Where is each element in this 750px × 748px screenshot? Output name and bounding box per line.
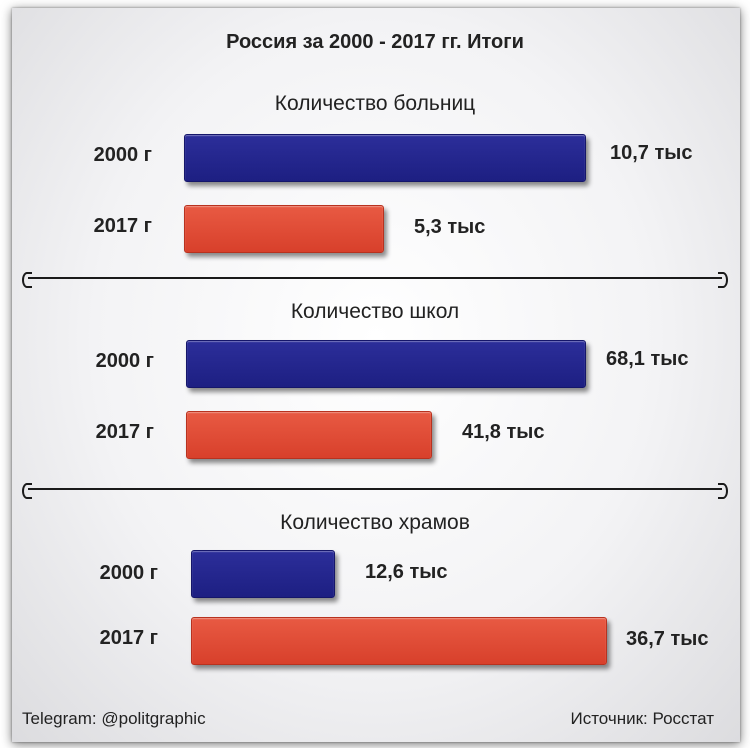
bar — [186, 411, 432, 459]
chart-title: Россия за 2000 - 2017 гг. Итоги — [226, 31, 524, 53]
bar — [186, 340, 586, 388]
section-title-schools: Количество школ — [290, 300, 460, 323]
tick-label: 2000 г — [95, 350, 154, 372]
data-label: 36,7 тыс — [626, 628, 709, 650]
data-label: 10,7 тыс — [610, 142, 693, 164]
telegram-credit: Telegram: @politgraphic — [22, 709, 206, 728]
tick-label: 2000 г — [99, 562, 158, 584]
bar — [184, 134, 586, 182]
data-label: 41,8 тыс — [462, 421, 545, 443]
tick-label: 2017 г — [99, 627, 158, 649]
tick-label: 2017 г — [93, 215, 152, 237]
bar — [184, 205, 384, 253]
section-divider — [22, 272, 728, 288]
bar — [191, 617, 607, 665]
section-divider — [22, 483, 728, 499]
data-label: 68,1 тыс — [606, 348, 689, 370]
bar — [191, 550, 335, 598]
source-credit: Источник: Росстат — [570, 709, 714, 728]
data-label: 12,6 тыс — [365, 561, 448, 583]
tick-label: 2017 г — [95, 421, 154, 443]
section-title-hospitals: Количество больниц — [274, 92, 476, 115]
section-title-temples: Количество храмов — [280, 511, 470, 534]
data-label: 5,3 тыс — [414, 216, 486, 238]
tick-label: 2000 г — [93, 144, 152, 166]
